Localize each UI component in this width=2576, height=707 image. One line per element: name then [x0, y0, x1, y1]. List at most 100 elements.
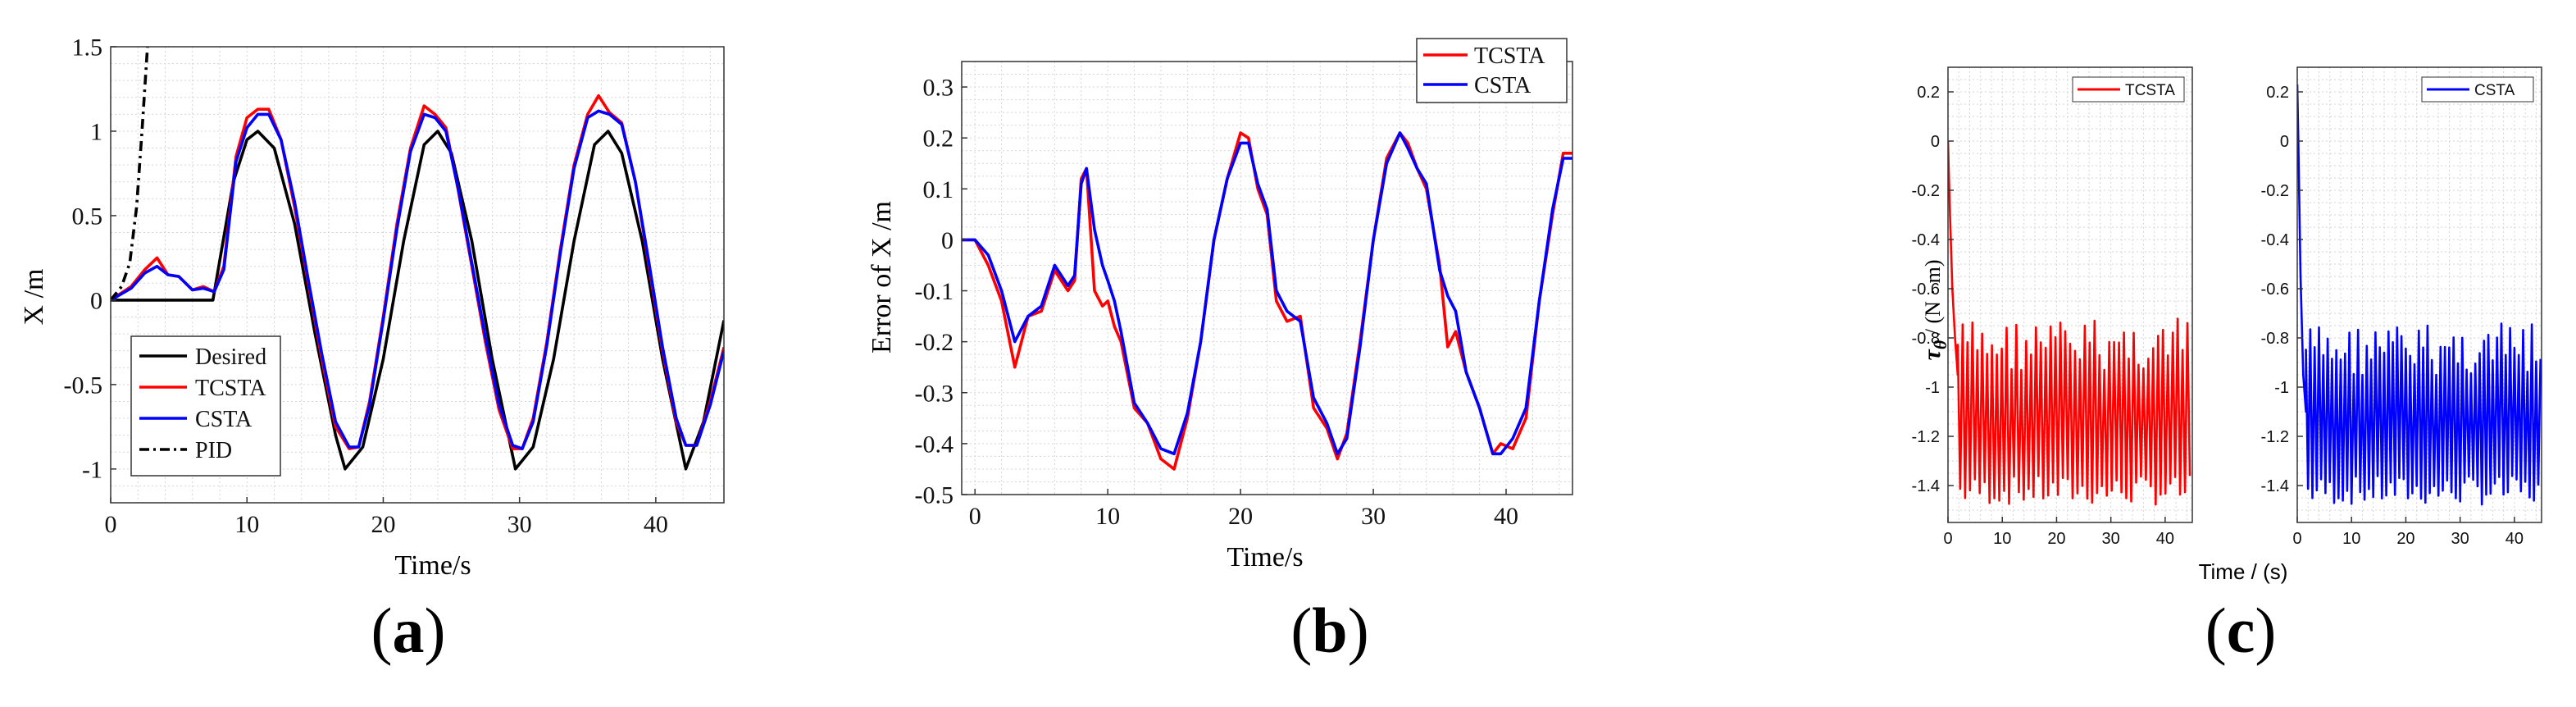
y-tick-label: 0.3 — [923, 75, 954, 102]
legend-box — [1416, 38, 1568, 103]
x-tick-label: 20 — [371, 511, 395, 538]
chart-a-frame — [110, 46, 725, 504]
chart-c2-ticks: 0 10 20 30 40 -1.4 -1.2 -1 -0.8 -0.6 -0.4 -0.2 0 0.2 — [2261, 84, 2524, 548]
chart-c1-legend: TCSTA — [2072, 76, 2185, 103]
y-tick-label: 0 — [2280, 133, 2289, 151]
chart-b: 0 10 20 30 40-0.5-0.4-0.3-0.2-0.100.10.20.3 … — [867, 38, 1573, 572]
x-tick-label: 0 — [105, 511, 117, 538]
chart-a-xlabel: Time/s — [394, 550, 471, 581]
chart-a-ylabel: X /m — [19, 269, 49, 326]
x-tick-label: 10 — [2342, 530, 2360, 548]
series-line-csta — [962, 131, 1572, 456]
series-line-desired — [111, 130, 724, 471]
chart-c2-legend: CSTA — [2421, 76, 2534, 103]
series-line-csta — [111, 109, 724, 450]
y-tick-label: -1.4 — [1912, 477, 1940, 495]
y-tick-label: 0.1 — [923, 176, 954, 203]
x-tick-label: 40 — [1494, 503, 1518, 530]
y-tick-label: -1 — [2274, 379, 2289, 397]
chart-a: 0 10 20 30 40 -1 -0.5 0 0.5 1 1.5 Time/s X /m Desi… — [19, 34, 725, 581]
legend-label-csta: CSTA — [2474, 82, 2515, 99]
y-tick-label: 0.2 — [2266, 84, 2289, 102]
y-tick-label: -0.6 — [1912, 281, 1940, 299]
panel-label-a-letter: a — [393, 595, 425, 666]
x-tick-label: 20 — [2047, 530, 2065, 548]
chart-a-ticks: 0 10 20 30 40 -1 -0.5 0 0.5 1 1.5 — [64, 34, 668, 539]
x-tick-label: 40 — [644, 511, 668, 538]
y-tick-label: -0.5 — [915, 482, 954, 509]
y-tick-label: 0.2 — [923, 125, 954, 153]
chart-b-xlabel: Time/s — [1227, 542, 1303, 572]
chart-c2-series — [2297, 84, 2542, 506]
y-tick-label: -1.4 — [2261, 477, 2289, 495]
y-tick-label: -0.4 — [2261, 231, 2289, 249]
y-tick-label: -0.4 — [915, 431, 954, 458]
y-tick-label: 0 — [1931, 133, 1940, 151]
panel-label-c: (c) — [2205, 595, 2277, 666]
legend-label-tcsta: TCSTA — [1474, 43, 1545, 69]
x-tick-label: 30 — [2451, 530, 2469, 548]
y-tick-label: -0.2 — [915, 329, 954, 356]
legend-box — [130, 335, 281, 477]
chart-c1-frame — [1947, 66, 2193, 523]
y-tick-label: -1.2 — [1912, 428, 1940, 446]
y-tick-label: 0 — [90, 287, 102, 314]
x-tick-label: 40 — [2505, 530, 2524, 548]
y-tick-label: -1.2 — [2261, 428, 2289, 446]
x-tick-label: 0 — [969, 503, 981, 530]
y-tick-label: 1.5 — [72, 34, 103, 62]
chart-c2-xlabel: Time / (s) — [2199, 559, 2288, 584]
y-tick-label: -0.5 — [64, 372, 103, 399]
x-tick-label: 10 — [234, 511, 259, 538]
x-tick-label: 10 — [1993, 530, 2011, 548]
panel-label-b: (b) — [1290, 595, 1368, 666]
y-tick-label: -0.3 — [915, 380, 954, 407]
y-tick-label: 0.2 — [1917, 84, 1940, 102]
series-line-tcsta — [1948, 140, 2191, 506]
y-tick-label: -0.2 — [2261, 182, 2289, 200]
y-tick-label: -0.6 — [2261, 281, 2289, 299]
chart-c2: 0 10 20 30 40-1.4-1.2-1-0.8-0.6-0.4-0.200.2 … — [2199, 66, 2542, 584]
x-tick-label: 30 — [2102, 530, 2120, 548]
y-tick-label: -1 — [82, 456, 102, 483]
panel-label-b-letter: b — [1312, 595, 1347, 666]
legend-label-tcsta: TCSTA — [2125, 82, 2175, 99]
chart-b-ylabel: Error of X /m — [867, 201, 897, 354]
series-line-pid — [111, 47, 149, 302]
chart-b-frame — [961, 61, 1573, 495]
legend-label-tcsta: TCSTA — [195, 376, 266, 401]
y-tick-label: -0.8 — [1912, 330, 1940, 348]
chart-b-ticks: 0 10 20 30 40 -0.5 -0.4 -0.3 -0.2 -0.1 0 0.1 0.2 0.3 — [915, 75, 1519, 530]
y-tick-label: -0.8 — [2261, 330, 2289, 348]
chart-a-series — [111, 47, 724, 471]
x-tick-label: 30 — [1361, 503, 1386, 530]
x-tick-label: 0 — [2292, 530, 2301, 548]
panel-label-c-letter: c — [2227, 595, 2255, 666]
chart-a-legend: Desired TCSTA CSTA PID — [130, 335, 281, 477]
legend-label-csta: CSTA — [195, 407, 253, 432]
x-tick-label: 0 — [1943, 530, 1952, 548]
y-tick-label: -0.1 — [915, 278, 954, 305]
chart-c2-frame — [2296, 66, 2542, 523]
y-tick-label: 1 — [90, 118, 102, 145]
panel-label-a: (a) — [371, 595, 446, 666]
legend-label-desired: Desired — [195, 344, 266, 370]
legend-label-pid: PID — [195, 438, 232, 463]
chart-c1-ticks: 0 10 20 30 40 -1.4 -1.2 -1 -0.8 -0.6 -0.4 -0.2 0 0.2 — [1912, 84, 2174, 548]
chart-b-legend: TCSTA CSTA — [1416, 38, 1568, 103]
y-tick-label: -0.2 — [1912, 182, 1940, 200]
y-tick-label: 0.5 — [72, 203, 103, 230]
series-line-csta — [2297, 84, 2542, 506]
x-tick-label: 40 — [2156, 530, 2174, 548]
chart-c1: 0 10 20 30 40-1.4-1.2-1-0.8-0.6-0.4-0.200.2 … — [1912, 66, 2193, 548]
x-tick-label: 30 — [507, 511, 532, 538]
chart-c1-ylabel: τθ / (N · m) — [1918, 260, 1950, 361]
y-tick-label: 0 — [941, 227, 953, 254]
x-tick-label: 20 — [2396, 530, 2414, 548]
chart-c1-series — [1948, 140, 2191, 506]
x-tick-label: 10 — [1095, 503, 1120, 530]
chart-b-series — [962, 131, 1572, 471]
legend-label-csta: CSTA — [1474, 73, 1531, 98]
y-tick-label: -0.4 — [1912, 231, 1940, 249]
